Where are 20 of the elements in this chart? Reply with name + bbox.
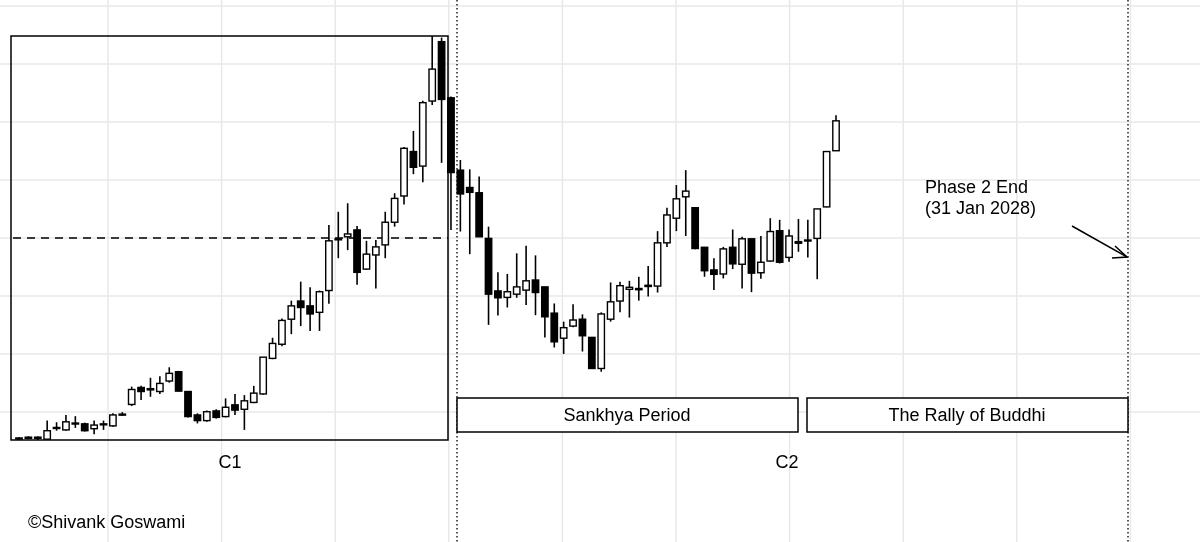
candlestick (278, 317, 286, 348)
candlestick (756, 235, 765, 280)
candlestick (315, 289, 324, 332)
candlestick (390, 192, 399, 228)
candlestick (409, 130, 418, 175)
text: ©Shivank Goswami (28, 512, 186, 532)
text: Phase 2 End (31 Jan 2028) (925, 177, 1037, 218)
candlestick (681, 169, 690, 237)
candlestick (287, 299, 296, 335)
candlestick (559, 320, 568, 355)
candlestick (803, 219, 812, 259)
text: C1 (218, 452, 242, 472)
text: The Rally of Buddhi (888, 405, 1046, 425)
text: C2 (775, 452, 799, 472)
annotation: Sankhya Period (563, 405, 691, 425)
candlestick (794, 218, 803, 253)
candlestick (371, 239, 380, 290)
candlestick (531, 254, 540, 316)
candlestick (362, 240, 371, 271)
candlestick (146, 376, 155, 398)
